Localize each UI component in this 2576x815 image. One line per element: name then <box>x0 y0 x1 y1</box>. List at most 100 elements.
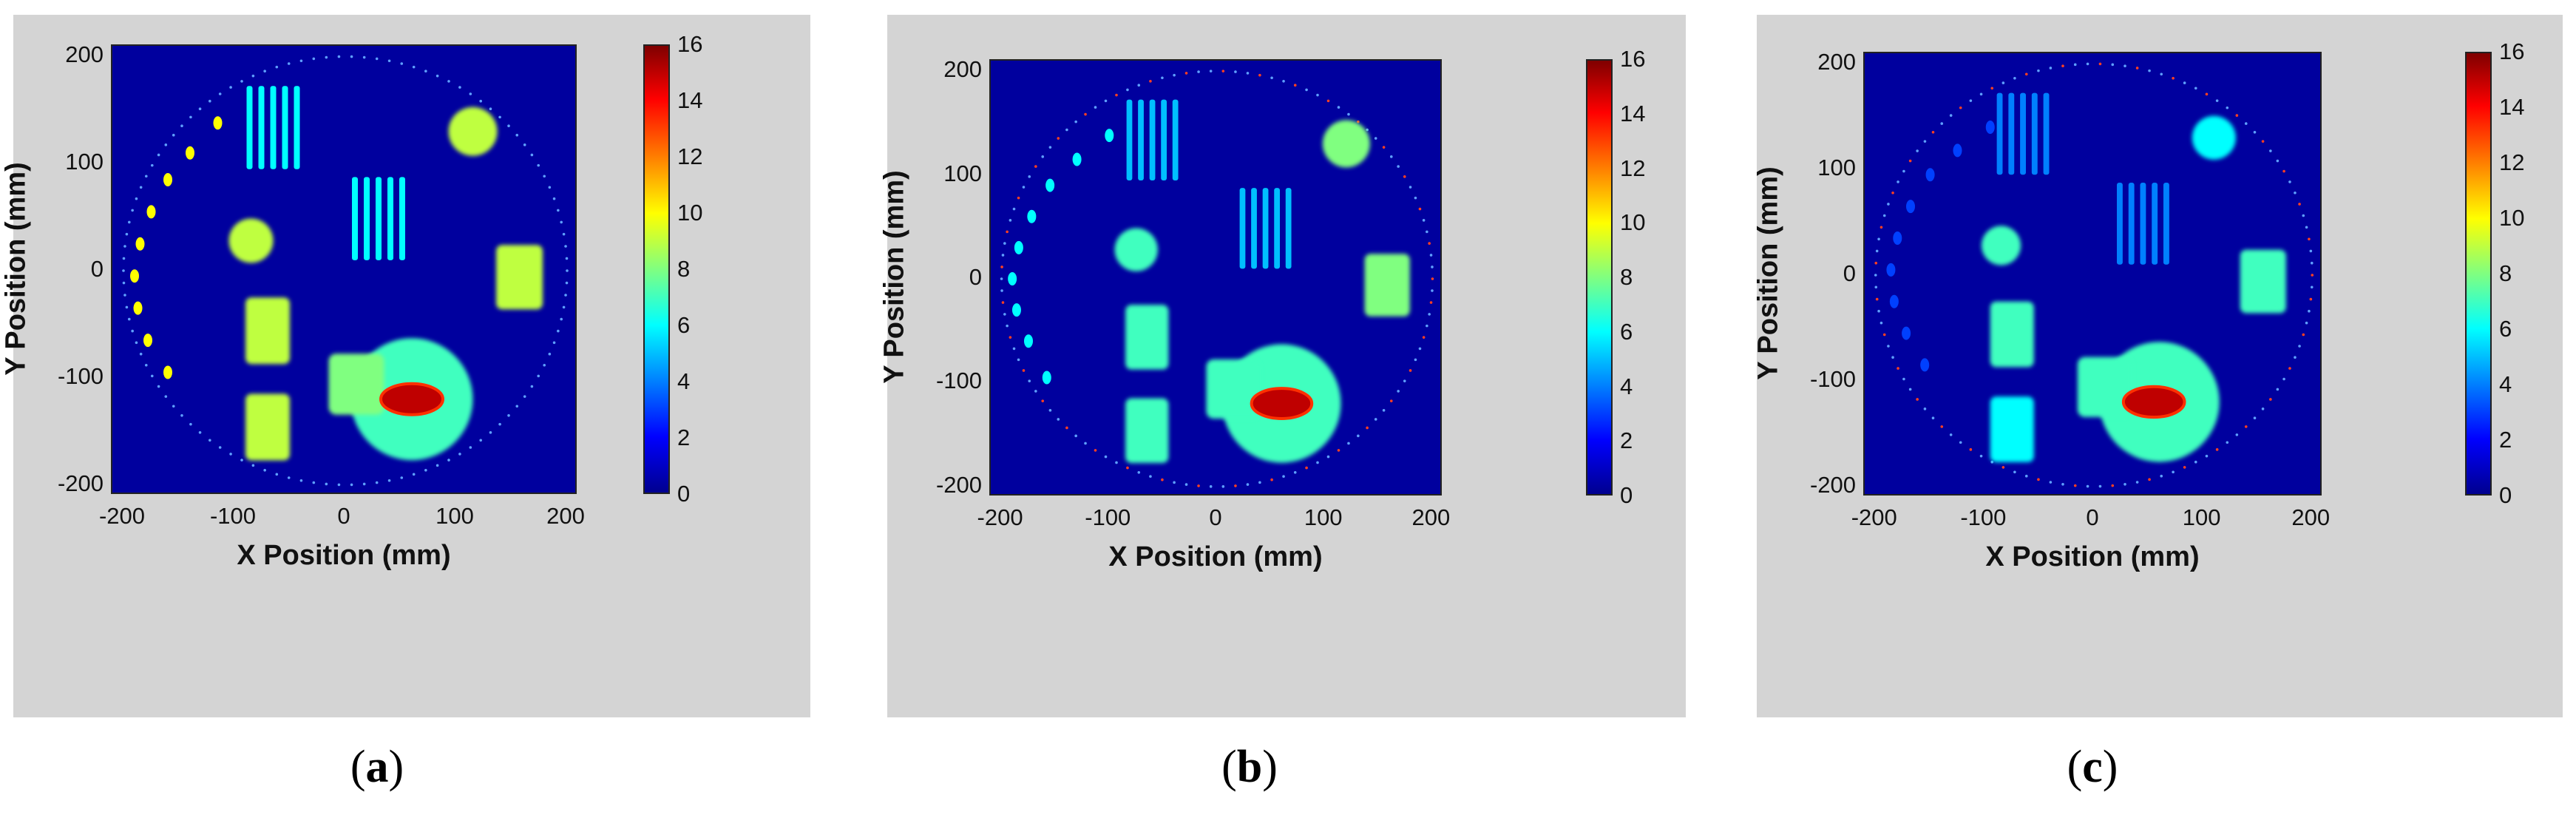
panel-b-boundary-dot <box>1403 175 1406 178</box>
panel-c-boundary-dot <box>1990 460 1994 464</box>
panel-c-boundary-dot <box>1940 425 1944 428</box>
panel-c-bar-group-mid-bar <box>2140 183 2146 265</box>
panel-a-boundary-dot <box>122 269 125 272</box>
panel-c-ytick-label: 100 <box>1817 155 1856 181</box>
panel-b-arc-dot <box>1072 152 1082 166</box>
panel-a-boundary-dot <box>157 385 160 388</box>
panel-b-boundary-dot <box>1270 76 1273 80</box>
panel-a-boundary-dot <box>312 481 316 484</box>
panel-c-boundary-dot <box>2310 285 2314 289</box>
panel-b-bar-group-top-bar <box>1126 99 1133 180</box>
panel-b-arc-dot <box>1105 129 1114 143</box>
panel-c-boundary-dot <box>1887 203 1890 206</box>
panel-a-disk-top-right <box>448 106 498 156</box>
panel-b-boundary-dot <box>1017 196 1020 200</box>
panel-b-ytick-label: -100 <box>935 368 982 394</box>
panel-a-boundary-dot <box>135 197 138 200</box>
panel-c-boundary-dot <box>2061 483 2064 486</box>
panel-c-ytick-label: -100 <box>1809 365 1856 392</box>
panel-a-colorbar-tick-label: 4 <box>677 368 691 394</box>
panel-a-boundary-dot <box>412 65 416 69</box>
panel-b-boundary-dot <box>1426 324 1428 328</box>
panel-c-boundary-dot <box>2215 448 2219 451</box>
panel-c-bar-group-mid-bar <box>2163 183 2169 265</box>
panel-a-boundary-dot <box>507 124 510 128</box>
panel-a-boundary-dot <box>469 446 472 449</box>
panel-b-ytick-label: 0 <box>969 264 982 290</box>
panel-a-arc-dot <box>163 365 172 379</box>
panel-c-boundary-dot <box>1923 140 1927 143</box>
panel-b-ytick-label: 100 <box>943 160 982 186</box>
panel-c-boundary-dot <box>1969 99 1973 102</box>
panel-c-boundary-dot <box>2123 483 2126 486</box>
panel-b-boundary-dot <box>1048 409 1052 412</box>
panel-a-arc-dot <box>163 172 172 186</box>
panel-b-blob-low <box>1206 359 1261 419</box>
panel-a-boundary-dot <box>275 473 279 476</box>
panel-b-boundary-dot <box>1347 442 1350 445</box>
panel-b-boundary-dot <box>1057 418 1060 421</box>
panel-a-ytick-label: 200 <box>65 41 104 68</box>
panel-b-boundary-dot <box>1221 70 1225 72</box>
panel-a-boundary-dot <box>240 459 243 461</box>
panel-a-boundary-dot <box>557 209 560 212</box>
panel-b-arc-dot <box>1042 371 1051 385</box>
panel-b-boundary-dot <box>1431 266 1434 268</box>
panel-a-boundary-dot <box>251 464 255 467</box>
panel-b-boundary-dot <box>1084 112 1087 116</box>
panel-a-boundary-dot <box>515 133 519 137</box>
panel-b-boundary-dot <box>1246 72 1250 75</box>
panel-c-boundary-dot <box>2160 72 2163 76</box>
panel-b-boundary-dot <box>1221 485 1225 488</box>
panel-b-boundary-dot <box>1316 93 1319 97</box>
panel-a-boundary-dot <box>424 70 427 73</box>
panel-a-boundary-dot <box>263 468 266 472</box>
panel-c-boundary-dot <box>2037 478 2040 481</box>
panel-c-boundary-dot <box>2194 460 2197 464</box>
panel-a-boundary-dot <box>350 55 353 58</box>
panel-c-boundary-dot <box>2013 470 2016 474</box>
panel-a-boundary-dot <box>447 459 450 461</box>
panel-c-boundary-dot <box>2148 478 2151 481</box>
panel-a-boundary-dot <box>172 405 175 408</box>
panel-a-ytick-label: 100 <box>65 149 104 175</box>
panel-b-boundary-dot <box>1000 266 1003 268</box>
panel-b-boundary-dot <box>1022 186 1026 189</box>
panel-b-caption: (b) <box>1221 742 1278 792</box>
panel-c-boundary-dot <box>2013 76 2016 80</box>
panel-c-boundary-dot <box>2305 226 2308 229</box>
panel-b-heatmap-svg <box>1000 70 1434 488</box>
panel-a-boundary-dot <box>424 468 427 472</box>
panel-c-boundary-dot <box>2135 481 2139 484</box>
panel-a-colorbar-tick-label: 16 <box>677 31 703 57</box>
panel-a-boundary-dot <box>479 99 482 103</box>
panel-a-boundary-dot <box>498 422 501 426</box>
panel-c-boundary-dot <box>1916 398 1919 401</box>
panel-a-heatmap-area <box>111 44 577 494</box>
panel-b-boundary-dot <box>1009 336 1012 339</box>
panel-c-bar-group-top-bar <box>2008 92 2015 175</box>
panel-a-boundary-dot <box>189 422 192 426</box>
panel-b-heatmap-area <box>989 59 1442 496</box>
panel-a-ytick-label: 0 <box>90 256 104 282</box>
panel-b-arc-dot <box>1045 178 1055 192</box>
panel-a-boundary-dot <box>287 62 291 65</box>
panel-c-boundary-dot <box>2111 63 2115 67</box>
panel-a-bar-group-top-bar <box>246 86 253 169</box>
panel-b-bar-group-top-bar <box>1161 99 1167 180</box>
panel-c-arc-dot <box>1985 121 1995 134</box>
panel-c-boundary-dot <box>1882 214 1886 217</box>
panel-b-boundary-dot <box>1184 483 1188 486</box>
panel-b-boundary-dot <box>1161 76 1164 80</box>
panel-b-boundary-dot <box>1305 466 1308 470</box>
panel-c-boundary-dot <box>1931 131 1935 134</box>
panel-c-boundary-dot <box>2305 321 2308 325</box>
panel-a-boundary-dot <box>218 92 222 95</box>
panel-a-bar-group-top-bar <box>282 86 288 169</box>
panel-a-rect-left-mid <box>245 297 290 365</box>
panel-b-boundary-dot <box>1366 426 1369 430</box>
panel-c-xtick-label: 0 <box>2086 504 2099 530</box>
panel-b-rect-left-bottom <box>1125 398 1169 463</box>
panel-c-boundary-dot <box>2235 433 2239 436</box>
panel-c-boundary-dot <box>2282 377 2285 381</box>
